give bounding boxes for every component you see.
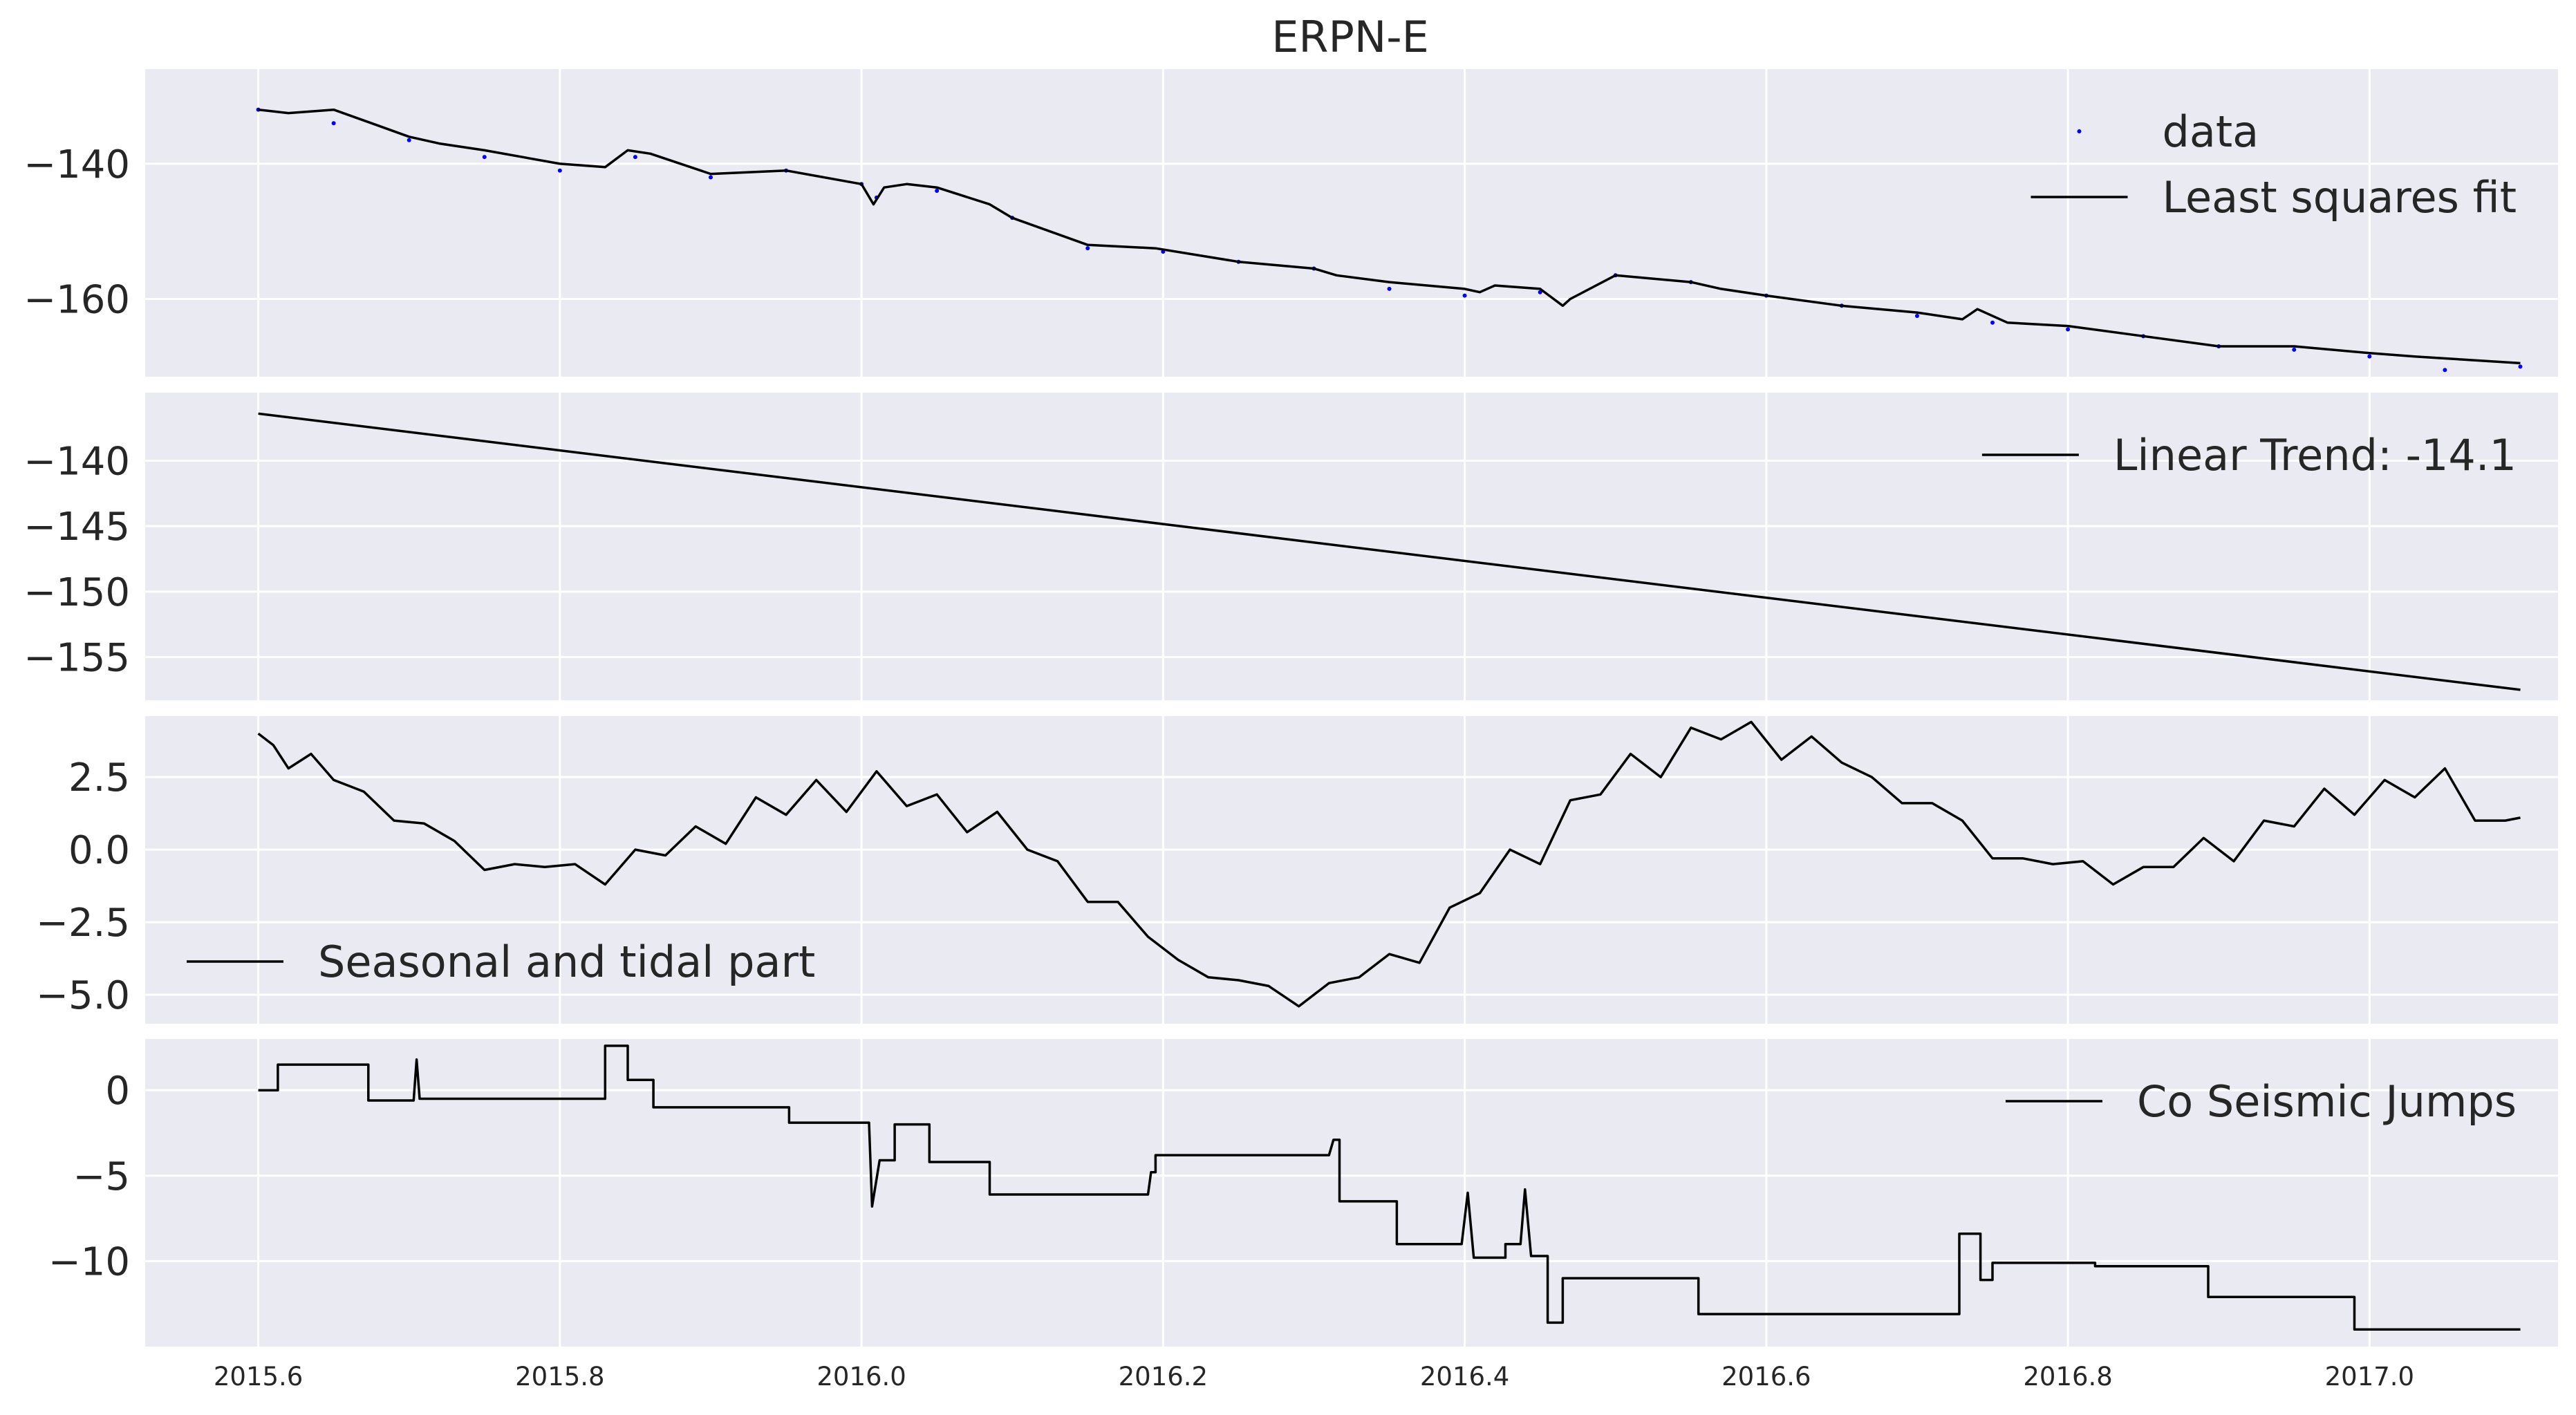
data-point <box>331 121 336 126</box>
y-tick-label: 0.0 <box>68 828 130 873</box>
series-line <box>258 1044 2521 1331</box>
x-tick-label: 2016.6 <box>1721 1362 1811 1391</box>
legend-label: Seasonal and tidal part <box>318 937 815 987</box>
data-point <box>1914 313 1919 318</box>
legend: Co Seismic Jumps <box>2005 1076 2517 1127</box>
legend-label: Linear Trend: -14.1 <box>2113 430 2517 480</box>
y-tick-label: −140 <box>24 142 130 187</box>
legend: data Least squares fit <box>2031 106 2517 223</box>
data-point <box>2518 364 2523 369</box>
legend: Seasonal and tidal part <box>187 937 815 987</box>
data-point <box>2367 354 2372 359</box>
y-tick-label: −5 <box>73 1154 130 1199</box>
x-tick-label: 2016.8 <box>2023 1362 2112 1391</box>
series-group <box>258 412 2521 691</box>
y-tick-label: −150 <box>24 570 130 615</box>
subplot-2: −140 −145 −150 −155 Linear Trend: -14.1 <box>24 393 2558 700</box>
x-tick-label: 2016.2 <box>1119 1362 1208 1391</box>
x-tick-label: 2015.8 <box>515 1362 604 1391</box>
data-point <box>2443 368 2447 373</box>
data-point <box>482 155 487 160</box>
legend: Linear Trend: -14.1 <box>1981 430 2517 480</box>
y-tick-label: −5.0 <box>36 973 130 1018</box>
legend-handle <box>2077 129 2082 133</box>
x-tick-label: 2015.6 <box>214 1362 303 1391</box>
legend-label: data <box>2163 106 2259 157</box>
y-tick-label: −160 <box>24 278 130 323</box>
data-point <box>557 168 562 173</box>
y-tick-label: −10 <box>48 1239 130 1284</box>
legend-label: Least squares fit <box>2163 172 2517 223</box>
series-line <box>257 720 2521 1008</box>
data-point <box>407 138 411 142</box>
data-point <box>1538 290 1542 294</box>
data-point <box>1387 286 1392 291</box>
series-group <box>258 1044 2521 1331</box>
series-line <box>258 108 2521 365</box>
series-group <box>256 107 2523 373</box>
data-point <box>2066 327 2071 332</box>
x-tick-label: 2016.4 <box>1420 1362 1509 1391</box>
y-tick-label: 2.5 <box>68 756 130 800</box>
subplot-1: −140 −160 data Least squares fit <box>24 69 2558 377</box>
data-point <box>1085 246 1090 251</box>
y-tick-label: −2.5 <box>36 901 130 946</box>
subplot-3: 2.5 0.0 −2.5 −5.0 Seasonal and tidal part <box>36 716 2558 1024</box>
series-line <box>258 412 2521 691</box>
x-tick-label: 2017.0 <box>2325 1362 2414 1391</box>
data-point <box>633 155 637 160</box>
y-tick-label: −145 <box>24 505 130 550</box>
subplots: −140 −160 data Least squares fit −140 −145 −15… <box>24 69 2558 1391</box>
data-point <box>2292 347 2297 352</box>
data-point <box>1462 293 1467 298</box>
data-point <box>1990 320 1995 325</box>
series-group <box>257 720 2521 1008</box>
data-point <box>935 189 940 194</box>
chart-title: ERPN-E <box>1271 12 1429 62</box>
subplot-4: 0 −5 −10 Co Seismic Jumps 2015.6 2015.8 2016.0… <box>48 1039 2558 1391</box>
plot-area <box>145 716 2558 1024</box>
legend-label: Co Seismic Jumps <box>2137 1076 2517 1127</box>
y-tick-label: −155 <box>24 636 130 681</box>
plot-area <box>145 69 2558 377</box>
x-tick-label: 2016.0 <box>816 1362 906 1391</box>
y-tick-label: −140 <box>24 439 130 484</box>
y-tick-label: 0 <box>105 1069 130 1114</box>
data-point <box>708 175 713 180</box>
